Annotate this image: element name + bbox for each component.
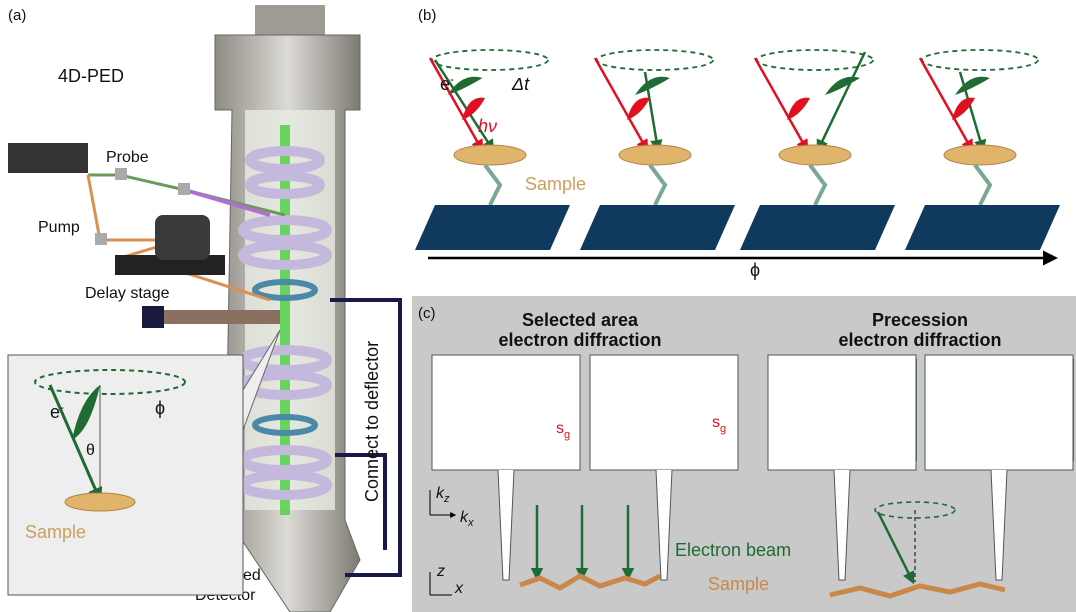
z-label: z: [436, 563, 445, 580]
panel-label: (b): [418, 7, 436, 24]
sample-stem: [975, 165, 990, 205]
panel-label: (a): [8, 7, 26, 24]
diffraction-box: [590, 355, 738, 470]
sample-stem: [485, 165, 500, 205]
detector: [740, 205, 895, 250]
x-label: x: [454, 580, 464, 597]
photon-label: hν: [478, 116, 497, 136]
electron-beam: [818, 52, 865, 150]
panel-b: (b) ϕ e- Δt hν Sample: [415, 7, 1060, 280]
diffraction-box: [432, 355, 580, 470]
pump-label: Pump: [38, 219, 80, 236]
delay-stage-motor: [155, 215, 210, 260]
electron-pulse: [955, 77, 990, 95]
electron-pulse: [635, 77, 670, 95]
sample-stem: [650, 165, 665, 205]
orbit: [597, 50, 713, 70]
figure: (a) 4D-PED Connect to deflector Probe Pu…: [0, 0, 1076, 612]
theta-label: θ: [86, 442, 95, 459]
sample-label: Sample: [708, 574, 769, 594]
connect-label: Connect to deflector: [362, 341, 382, 502]
phi-label: ϕ: [155, 398, 165, 418]
mirror: [95, 233, 107, 245]
detector-arm: [150, 310, 280, 324]
delay-stage-label: Delay stage: [85, 285, 170, 302]
mirror: [178, 183, 190, 195]
diffraction-box: [925, 355, 1073, 470]
axis-label: ϕ: [750, 260, 760, 280]
gun: [255, 5, 325, 35]
detector-head: [142, 306, 164, 328]
panel-label: (c): [418, 305, 436, 322]
sample-disk: [779, 145, 851, 165]
delta-t-label: Δt: [511, 74, 530, 94]
mirror: [115, 168, 127, 180]
laser: [8, 143, 88, 173]
orbit: [922, 50, 1038, 70]
pump-pulse: [787, 98, 810, 120]
detector: [905, 205, 1060, 250]
sample-disk: [454, 145, 526, 165]
orbit: [757, 50, 873, 70]
electron-pulse: [825, 77, 860, 95]
diffraction-box: [768, 355, 916, 470]
sample-label: Sample: [25, 522, 86, 542]
pump-pulse: [627, 98, 650, 120]
sample-disk: [619, 145, 691, 165]
inset: [8, 355, 243, 595]
sample-label: Sample: [525, 174, 586, 194]
sample-stem: [810, 165, 825, 205]
sample-disk: [944, 145, 1016, 165]
sample-disk: [65, 493, 135, 511]
probe-label: Probe: [106, 149, 149, 166]
detector: [580, 205, 735, 250]
panel-a: (a) 4D-PED Connect to deflector Probe Pu…: [8, 5, 400, 612]
detector: [415, 205, 570, 250]
beam-label: Electron beam: [675, 540, 791, 560]
orbit: [432, 50, 548, 70]
title: 4D-PED: [58, 66, 124, 86]
